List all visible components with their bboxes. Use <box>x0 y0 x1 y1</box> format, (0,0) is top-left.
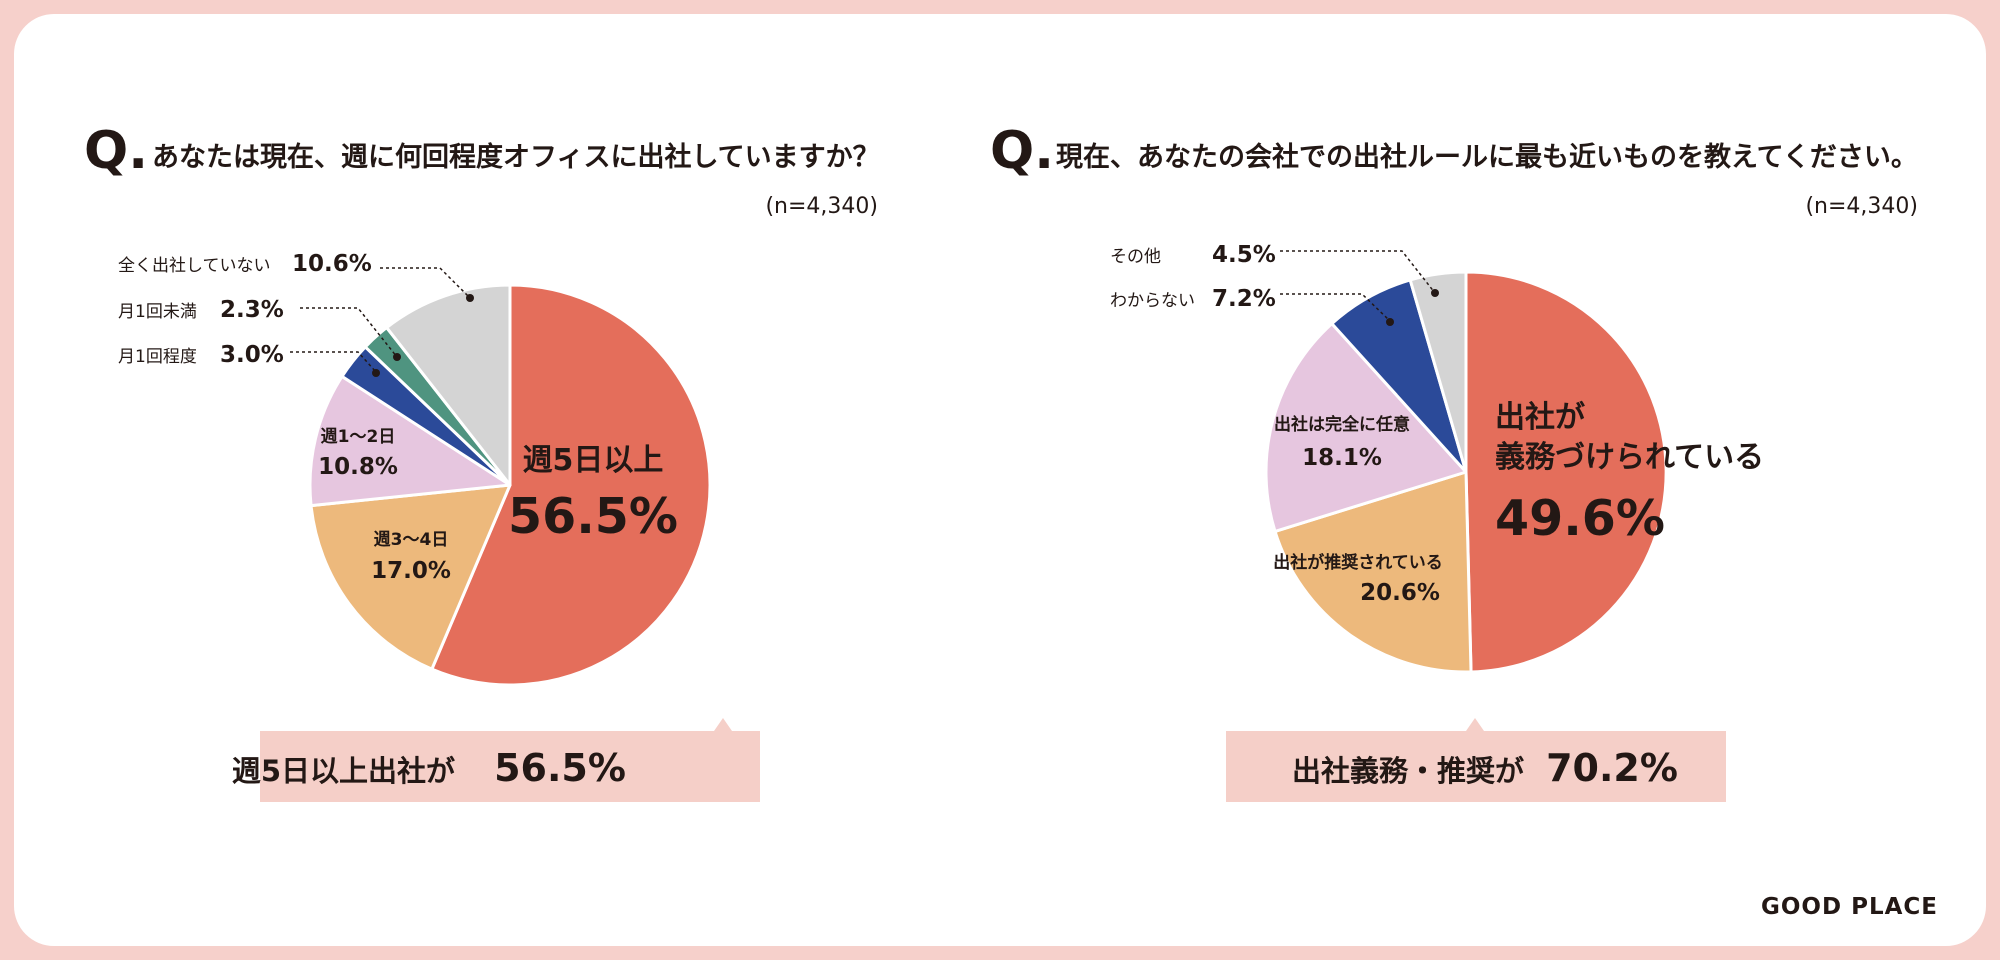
slice-label-recommended: 出社が推奨されている <box>1273 552 1443 573</box>
slice-label-monthly: 月1回程度 <box>118 347 197 367</box>
slice-label-optional: 出社は完全に任意 <box>1274 414 1410 435</box>
slice-value-3-4days: 17.0% <box>371 558 451 584</box>
slice-value-monthly: 3.0% <box>220 342 284 368</box>
callout-box-right <box>1226 718 1726 802</box>
pie-right <box>1264 270 1668 674</box>
leader-lines-left <box>290 267 471 373</box>
slice-label-unknown: わからない <box>1110 291 1195 311</box>
leader-dot-other <box>1431 289 1439 297</box>
slice-value-recommended: 20.6% <box>1360 580 1440 606</box>
slice-label-required-2: 義務づけられている <box>1495 440 1764 475</box>
question-title-right: 現在、あなたの会社での出社ルールに最も近いものを教えてください。 <box>1056 141 1918 173</box>
slice-value-1-2days: 10.8% <box>318 454 398 480</box>
slice-label-5days: 週5日以上 <box>523 443 664 478</box>
callout-text-left: 週5日以上出社が <box>232 754 455 788</box>
leader-line-less-monthly <box>300 307 398 358</box>
chart-left: Q. あなたは現在、週に何回程度オフィスに出社していますか？ (n=4,340)… <box>84 121 880 802</box>
pie-slice-0-0 <box>430 283 712 687</box>
callout-value-right: 70.2% <box>1546 746 1678 790</box>
leader-lines-right <box>1280 250 1436 322</box>
slice-value-unknown: 7.2% <box>1212 286 1276 312</box>
pie-slice-1-1 <box>1273 470 1473 674</box>
slice-value-less-monthly: 2.3% <box>220 297 284 323</box>
callout-text-right: 出社義務・推奨が <box>1292 754 1524 788</box>
callout-box-left <box>260 718 760 802</box>
slice-label-required-1: 出社が <box>1495 400 1585 435</box>
callout-value-left: 56.5% <box>494 746 626 790</box>
slice-value-none: 10.6% <box>292 251 372 277</box>
leader-dot-none <box>466 294 474 302</box>
sample-size-left: (n=4,340) <box>765 194 878 219</box>
slice-label-less-monthly: 月1回未満 <box>118 302 197 322</box>
chart-right: Q. 現在、あなたの会社での出社ルールに最も近いものを教えてください。 (n=4… <box>990 121 1918 802</box>
pie-slice-0-2 <box>308 374 512 508</box>
pie-slice-0-1 <box>309 483 512 671</box>
pie-slice-1-0 <box>1464 270 1668 674</box>
question-title-left: あなたは現在、週に何回程度オフィスに出社していますか？ <box>152 141 880 173</box>
leader-dot-unknown <box>1386 318 1394 326</box>
pie-slice-1-2 <box>1264 322 1468 533</box>
leader-line-other <box>1280 250 1436 294</box>
slice-value-required: 49.6% <box>1495 490 1665 547</box>
leader-dot-monthly <box>372 369 380 377</box>
leader-line-monthly <box>290 351 377 373</box>
slice-label-1-2days: 週1〜2日 <box>321 427 396 447</box>
slice-value-other: 4.5% <box>1212 242 1276 268</box>
leader-line-none <box>380 267 471 299</box>
slice-value-5days: 56.5% <box>508 488 678 545</box>
pie-slice-0-5 <box>385 283 512 487</box>
pie-slice-1-4 <box>1408 270 1468 474</box>
question-mark-right: Q. <box>990 121 1054 181</box>
sample-size-right: (n=4,340) <box>1805 194 1918 219</box>
brand-logo: GOOD PLACE <box>1761 894 1938 920</box>
slice-label-3-4days: 週3〜4日 <box>374 530 449 550</box>
slice-label-other: その他 <box>1110 247 1161 267</box>
slice-label-none: 全く出社していない <box>118 256 271 276</box>
leader-dot-less-monthly <box>393 353 401 361</box>
slice-value-optional: 18.1% <box>1302 445 1382 471</box>
question-mark-left: Q. <box>84 121 148 181</box>
pie-left <box>308 283 712 687</box>
